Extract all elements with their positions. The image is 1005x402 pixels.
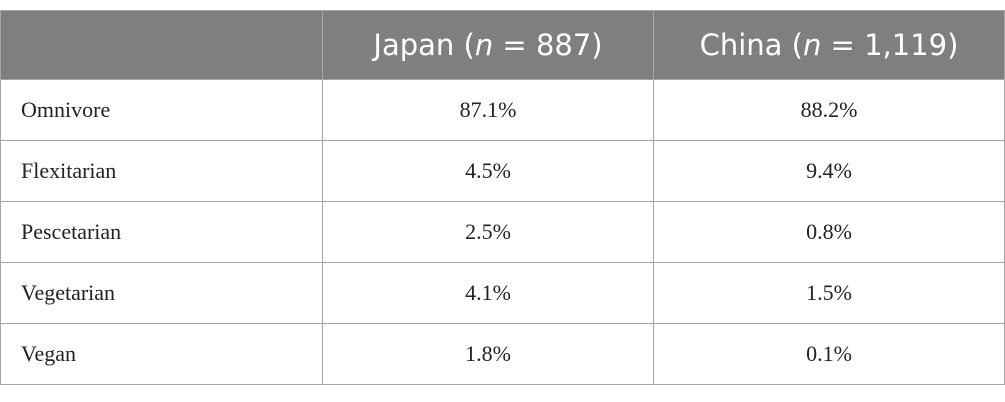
- header-row: Japan (n = 887) China (n = 1,119): [0, 10, 1005, 80]
- header-text: Japan (: [373, 28, 475, 62]
- row-label: Vegan: [0, 323, 323, 385]
- table-cell: 2.5%: [322, 201, 654, 263]
- table-cell: 4.5%: [322, 140, 654, 202]
- data-table: Japan (n = 887) China (n = 1,119) Omnivor…: [0, 10, 1005, 385]
- header-text: = 1,119): [821, 28, 959, 62]
- row-label: Pescetarian: [0, 201, 323, 263]
- header-text: n: [474, 28, 494, 62]
- table-row: Flexitarian 4.5% 9.4%: [0, 140, 1005, 202]
- header-cell: [0, 10, 323, 80]
- table-cell: 9.4%: [653, 140, 1005, 202]
- header-text: China (: [699, 28, 803, 62]
- header-cell: Japan (n = 887): [322, 10, 654, 80]
- row-label: Flexitarian: [0, 140, 323, 202]
- table-cell: 88.2%: [653, 79, 1005, 141]
- table-body: Omnivore 87.1% 88.2% Flexitarian 4.5% 9.4% Pes…: [0, 79, 1005, 385]
- header-cell: China (n = 1,119): [653, 10, 1005, 80]
- table-cell: 0.1%: [653, 323, 1005, 385]
- header-text: = 887): [493, 28, 603, 62]
- table-cell: 0.8%: [653, 201, 1005, 263]
- table-cell: 1.5%: [653, 262, 1005, 324]
- table-cell: 4.1%: [322, 262, 654, 324]
- row-label: Vegetarian: [0, 262, 323, 324]
- table-cell: 87.1%: [322, 79, 654, 141]
- row-label: Omnivore: [0, 79, 323, 141]
- table-row: Vegetarian 4.1% 1.5%: [0, 262, 1005, 324]
- table-row: Vegan 1.8% 0.1%: [0, 323, 1005, 385]
- table-row: Pescetarian 2.5% 0.8%: [0, 201, 1005, 263]
- header-text: n: [802, 28, 822, 62]
- table-cell: 1.8%: [322, 323, 654, 385]
- table-row: Omnivore 87.1% 88.2%: [0, 79, 1005, 141]
